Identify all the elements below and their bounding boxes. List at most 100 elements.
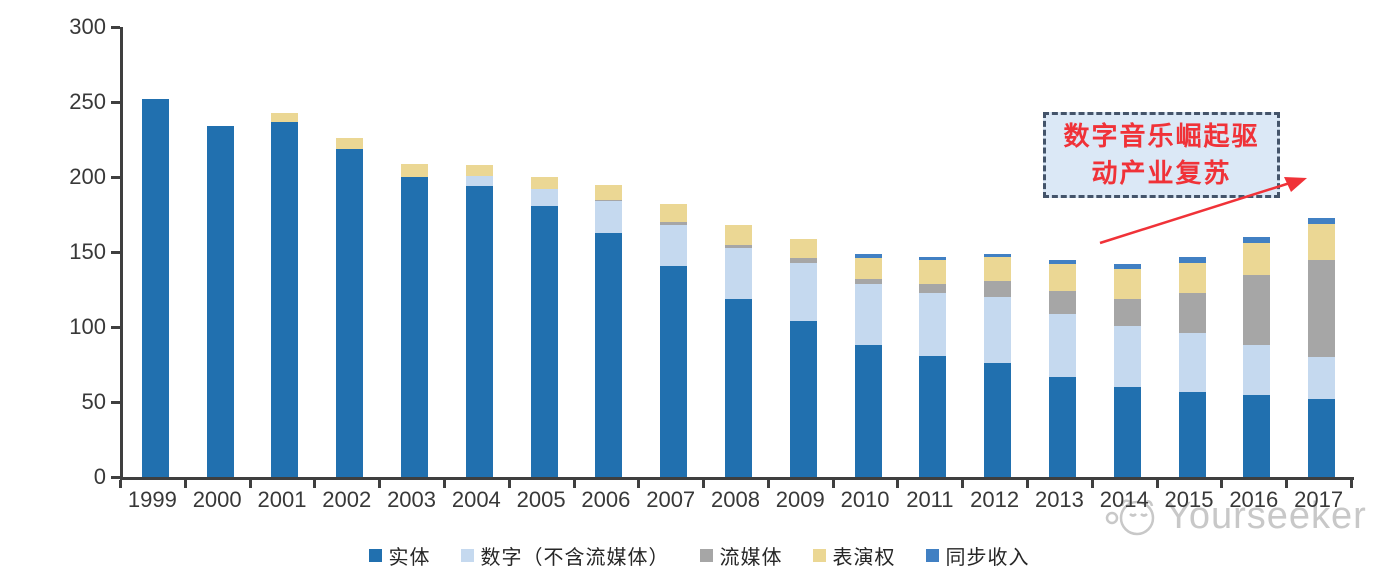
legend-swatch <box>812 549 826 562</box>
legend-swatch <box>925 549 939 562</box>
bar-segment <box>595 232 623 477</box>
y-axis-tick <box>111 326 120 329</box>
x-axis-tick <box>831 480 835 488</box>
x-axis-label: 2004 <box>451 487 501 512</box>
legend-item: 同步收入 <box>925 541 1030 570</box>
y-axis-tick <box>111 476 120 479</box>
bar-stack-2013 <box>1048 27 1076 477</box>
bar-segment <box>465 165 493 176</box>
x-axis-tick <box>896 480 900 488</box>
x-axis-label: 2016 <box>1229 487 1279 512</box>
bar-segment <box>401 163 429 177</box>
bar-segment <box>1243 394 1271 477</box>
x-axis-label: 2003 <box>387 487 437 512</box>
annotation-line-1: 数字音乐崛起驱 <box>1063 121 1260 151</box>
x-axis-tick <box>1220 480 1224 488</box>
x-axis-tick <box>442 480 446 488</box>
x-axis-label: 2002 <box>322 487 372 512</box>
bar-stack-2014 <box>1113 27 1141 477</box>
legend-label: 数字（不含流媒体） <box>480 547 670 569</box>
bar-stack-2002 <box>336 27 364 477</box>
bar-stack-2006 <box>595 27 623 477</box>
bar-segment <box>1243 345 1271 395</box>
y-axis-label: 300 <box>69 14 106 39</box>
legend-item: 流媒体 <box>699 541 783 570</box>
x-axis-label: 2012 <box>970 487 1020 512</box>
bar-segment <box>854 279 882 284</box>
x-axis-tick <box>183 480 187 488</box>
legend-swatch <box>460 549 474 562</box>
bar-stack-2016 <box>1243 27 1271 477</box>
bar-segment <box>1308 217 1336 224</box>
bar-stack-2011 <box>919 27 947 477</box>
bar-stack-2009 <box>789 27 817 477</box>
x-axis-tick <box>637 480 641 488</box>
bar-segment <box>660 222 688 225</box>
bar-segment <box>725 225 752 245</box>
x-axis-label: 2001 <box>257 487 307 512</box>
bar-segment <box>530 205 558 477</box>
bar-segment <box>336 148 364 477</box>
y-axis-tick <box>111 101 120 104</box>
bar-stack-2005 <box>530 27 558 477</box>
bar-segment <box>984 297 1012 363</box>
bar-segment <box>595 184 623 200</box>
bar-segment <box>206 126 234 477</box>
x-axis-label: 2009 <box>775 487 825 512</box>
x-axis-tick <box>1026 480 1030 488</box>
legend-label: 流媒体 <box>719 547 783 569</box>
x-axis-label: 2017 <box>1294 487 1344 512</box>
bar-segment <box>725 247 752 299</box>
cat-face-icon <box>1105 499 1155 536</box>
y-axis-label: 200 <box>69 164 106 189</box>
bar-segment <box>660 265 688 477</box>
y-axis-label: 50 <box>81 389 106 414</box>
bar-segment <box>530 189 558 206</box>
bar-stack-2003 <box>401 27 429 477</box>
bar-segment <box>854 253 882 258</box>
x-axis-label: 2007 <box>646 487 696 512</box>
bar-segment <box>984 256 1012 281</box>
bar-segment <box>789 321 817 477</box>
x-axis-label: 2013 <box>1034 487 1084 512</box>
x-axis-label: 2011 <box>906 487 954 512</box>
bar-segment <box>789 262 817 321</box>
bar-segment <box>789 238 817 258</box>
x-axis-tick <box>119 480 122 488</box>
bar-stack-2017 <box>1308 27 1336 477</box>
legend-item: 实体 <box>368 541 431 570</box>
bar-segment <box>1113 298 1141 326</box>
bar-segment <box>919 256 947 260</box>
bar-segment <box>1308 223 1336 260</box>
x-axis-tick <box>1155 480 1159 488</box>
bar-segment <box>530 177 558 189</box>
y-axis-label: 250 <box>69 89 106 114</box>
bar-segment <box>1243 243 1271 275</box>
bar-segment <box>984 280 1012 297</box>
x-axis-tick <box>1285 480 1289 488</box>
x-axis-label: 2014 <box>1099 487 1149 512</box>
legend-label: 同步收入 <box>945 547 1030 569</box>
bar-segment <box>1113 264 1141 269</box>
bar-segment <box>1048 259 1076 264</box>
bar-stack-2012 <box>984 27 1012 477</box>
legend-label: 实体 <box>388 547 431 569</box>
bar-segment <box>1048 313 1076 377</box>
bar-segment <box>725 298 752 477</box>
bar-segment <box>595 201 623 233</box>
x-axis-tick <box>313 480 317 488</box>
annotation-callout: 数字音乐崛起驱 动产业复苏 <box>1043 112 1280 198</box>
bar-segment <box>919 283 947 293</box>
bar-segment <box>725 244 752 248</box>
bar-segment <box>401 177 429 477</box>
bar-stack-2008 <box>725 27 752 477</box>
bar-stack-2015 <box>1178 27 1206 477</box>
legend-swatch <box>368 549 382 562</box>
x-axis-tick <box>961 480 965 488</box>
x-axis-label: 2008 <box>711 487 760 512</box>
bar-segment <box>1048 291 1076 314</box>
bar-stack-2007 <box>660 27 688 477</box>
bar-segment <box>1178 292 1206 333</box>
bar-segment <box>854 345 882 477</box>
